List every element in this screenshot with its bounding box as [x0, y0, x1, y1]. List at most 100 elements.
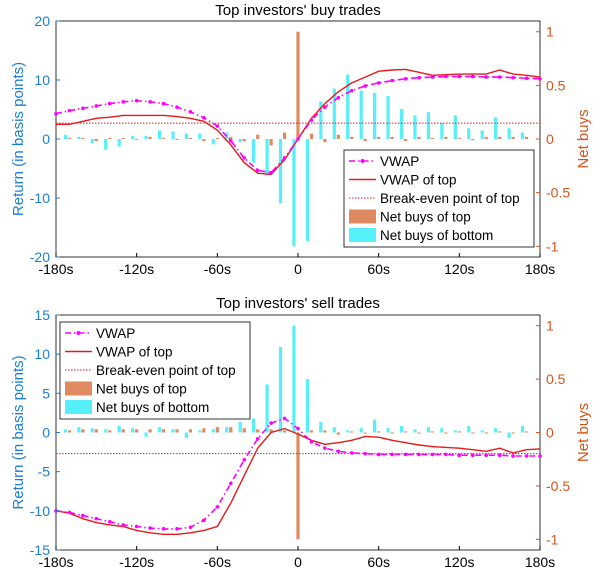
point-vwap: [269, 170, 273, 175]
bar-net-buys-bottom: [171, 429, 175, 433]
bar-net-buys-top: [215, 427, 219, 433]
point-vwap: [470, 74, 475, 79]
bar-net-buys-bottom: [440, 428, 444, 433]
legend-label: VWAP of top: [96, 345, 173, 360]
point-vwap: [121, 100, 126, 104]
line-vwap-of-top: [55, 427, 541, 535]
x-tick-label: -120s: [119, 261, 154, 277]
bar-net-buys-bottom: [399, 108, 404, 139]
point-vwap: [228, 138, 233, 143]
y-tick-label: 10: [34, 346, 50, 362]
bar-net-buys-bottom: [440, 122, 444, 139]
point-vwap: [161, 101, 166, 106]
point-vwap: [107, 520, 112, 524]
bar-net-buys-bottom: [292, 139, 296, 247]
point-vwap: [54, 111, 58, 116]
point-vwap: [390, 78, 394, 83]
bar-net-buys-bottom: [131, 135, 135, 139]
bar-net-buys-top: [202, 139, 206, 142]
legend: VWAP VWAP of top Break-even point of top Ne…: [343, 149, 535, 248]
point-vwap: [242, 458, 247, 462]
point-vwap: [417, 452, 421, 457]
bar-net-buys-bottom: [507, 432, 511, 438]
bar-net-buys-top: [390, 136, 394, 139]
legend-marker-vwap: [360, 159, 365, 163]
bar-net-buys-top: [498, 136, 502, 139]
legend-label: Net buys of top: [96, 382, 187, 397]
point-vwap: [457, 74, 462, 79]
bar-net-buys-bottom: [104, 139, 108, 150]
y-tick-label: -15: [30, 542, 50, 558]
x-tick-label: 60s: [367, 261, 390, 277]
point-vwap: [296, 137, 300, 141]
y2-axis-label: Net buys: [575, 109, 592, 168]
bar-net-buys-top: [121, 137, 125, 139]
bar-net-buys-top: [94, 139, 98, 142]
y-tick-label: -10: [30, 190, 50, 206]
bar-net-buys-top: [403, 431, 408, 433]
legend-label: Net buys of top: [380, 210, 471, 225]
bar-net-buys-top: [377, 431, 381, 433]
point-vwap: [81, 106, 85, 111]
y-tick-label: 5: [42, 385, 50, 401]
point-vwap: [282, 416, 287, 421]
bar-net-buys-top: [256, 429, 260, 433]
point-vwap: [202, 115, 206, 120]
bar-net-buys-top: [323, 139, 327, 143]
bar-net-buys-top: [202, 428, 206, 433]
y-tick-label: -5: [38, 464, 51, 480]
y2-tick-label: -1: [546, 531, 559, 547]
legend-swatch-net-bottom: [65, 400, 92, 414]
point-vwap: [497, 453, 502, 458]
bar-net-buys-top: [444, 136, 448, 139]
point-vwap: [538, 454, 542, 458]
legend-swatch-net-top: [349, 209, 376, 224]
bar-net-buys-bottom: [252, 418, 256, 433]
bar-net-buys-top: [511, 136, 515, 139]
x-tick-label: -60s: [204, 261, 231, 277]
point-vwap: [336, 95, 341, 100]
legend: VWAP VWAP of top Break-even point of top Ne…: [59, 321, 251, 420]
point-vwap: [470, 453, 475, 458]
x-tick-label: 180s: [525, 554, 555, 570]
point-vwap: [363, 451, 368, 456]
bar-net-buys-bottom: [346, 74, 350, 139]
bar-net-buys-bottom: [494, 428, 498, 433]
bar-net-buys-top: [108, 137, 112, 139]
bar-net-buys-top: [269, 429, 273, 433]
point-vwap: [175, 527, 179, 531]
bar-net-buys-bottom: [413, 115, 417, 139]
bar-net-buys-bottom: [453, 115, 457, 139]
point-vwap: [323, 446, 327, 450]
bar-net-buys-bottom: [292, 325, 296, 433]
y-tick-label: -10: [30, 503, 50, 519]
bar-net-buys-bottom: [305, 379, 310, 433]
bar-net-buys-bottom: [386, 428, 390, 433]
bar-net-buys-bottom: [319, 101, 323, 139]
point-vwap: [202, 518, 206, 523]
bar-net-buys-bottom: [265, 384, 269, 433]
bar-net-buys-bottom: [520, 426, 525, 433]
bar-net-buys-top: [498, 431, 502, 433]
x-tick-label: 180s: [525, 261, 555, 277]
point-vwap: [524, 76, 529, 81]
bar-net-buys-top: [524, 431, 529, 433]
bar-net-buys-bottom: [131, 428, 135, 433]
bar-net-buys-bottom: [467, 128, 471, 139]
bar-net-buys-top: [363, 139, 367, 142]
point-vwap: [511, 75, 515, 80]
bar-net-buys-bottom: [494, 117, 498, 139]
bar-net-buys-top: [417, 432, 421, 434]
bar-net-buys-bottom: [373, 419, 377, 433]
legend-label: VWAP: [380, 154, 419, 169]
bar-net-buys-bottom: [157, 130, 162, 139]
y-tick-label: 0: [42, 425, 50, 441]
bar-net-buys-bottom: [453, 430, 457, 433]
bar-net-buys-top: [350, 431, 354, 433]
point-vwap: [403, 452, 408, 457]
chart-title: Top investors' sell trades: [216, 295, 380, 312]
bar-net-buys-top: [350, 136, 354, 139]
bar-net-buys-top: [161, 137, 166, 139]
legend-label: VWAP of top: [380, 173, 457, 188]
